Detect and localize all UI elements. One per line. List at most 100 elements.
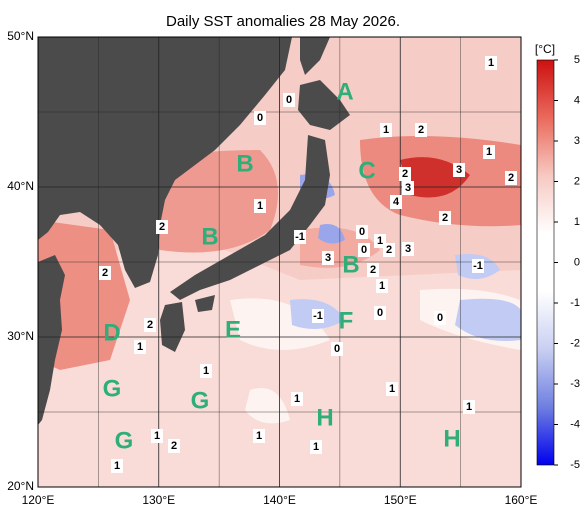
contour-label: 1	[203, 365, 209, 377]
region-label: B	[342, 251, 359, 278]
contour-label: 2	[508, 172, 514, 184]
region-label: C	[358, 157, 375, 184]
region-label: D	[103, 319, 120, 346]
lat-label: 40°N	[7, 179, 34, 193]
contour-label: 1	[383, 124, 389, 136]
contour-label: 2	[418, 124, 424, 136]
contour-label-bg	[483, 145, 495, 159]
contour-label-bg	[356, 225, 368, 239]
contour-label: -1	[295, 231, 305, 243]
contour-label-bg	[331, 342, 343, 356]
region-label: E	[225, 316, 241, 343]
lat-label: 20°N	[7, 479, 34, 493]
region-label: H	[316, 404, 333, 431]
contour-label-bg	[383, 243, 395, 257]
lon-label: 120°E	[22, 493, 55, 507]
sst-field	[38, 37, 521, 487]
contour-label: 0	[257, 112, 263, 124]
contour-label: 3	[405, 243, 411, 255]
region-label: B	[201, 223, 218, 250]
contour-label: 3	[325, 252, 331, 264]
contour-label: 1	[389, 383, 395, 395]
colorbar	[536, 59, 555, 466]
contour-label-bg	[434, 311, 446, 325]
contour-label-bg	[402, 181, 414, 195]
contour-label: 0	[361, 244, 367, 256]
contour-label-bg	[254, 199, 266, 213]
colorbar-tick-label: 5	[574, 54, 580, 66]
contour-label: 1	[154, 430, 160, 442]
contour-label-bg	[472, 259, 484, 273]
contour-label-bg	[144, 318, 156, 332]
contour-label: 2	[442, 212, 448, 224]
contour-label-bg	[253, 429, 265, 443]
contour-label: 0	[437, 312, 443, 324]
contour-label: 1	[137, 341, 143, 353]
contour-label-bg	[415, 123, 427, 137]
contour-label: 1	[313, 441, 319, 453]
lat-label: 30°N	[7, 329, 34, 343]
contour-label-bg	[485, 56, 497, 70]
contour-label: 0	[359, 226, 365, 238]
contour-label-bg	[312, 309, 324, 323]
contour-label-bg	[291, 392, 303, 406]
contour-label-bg	[283, 93, 295, 107]
contour-label: 0	[334, 343, 340, 355]
region-label: G	[115, 427, 134, 454]
colorbar-tick-label: -2	[570, 337, 580, 349]
colorbar-tick-label: 0	[574, 256, 580, 268]
colorbar-tick-label: 3	[574, 135, 580, 147]
map-frame	[37, 36, 522, 488]
contour-label-bg	[402, 242, 414, 256]
region-label: A	[336, 78, 353, 105]
colorbar-unit: [°C]	[535, 42, 555, 56]
contour-label-bg	[374, 306, 386, 320]
contour-label-bg	[254, 111, 266, 125]
contour-label: 1	[466, 401, 472, 413]
contour-label-bg	[439, 211, 451, 225]
contour-label: 2	[370, 264, 376, 276]
contour-label-bg	[156, 220, 168, 234]
contour-label: 2	[102, 267, 108, 279]
lat-label: 50°N	[7, 29, 34, 43]
contour-label-bg	[399, 167, 411, 181]
colorbar-tick-label: -4	[570, 418, 580, 430]
contour-label: 2	[386, 244, 392, 256]
land-honshu	[170, 135, 330, 300]
title: Daily SST anomalies 28 May 2026.	[166, 13, 400, 30]
contour-label: 1	[486, 146, 492, 158]
contour-label: 1	[488, 57, 494, 69]
contour-label: 3	[456, 164, 462, 176]
contour-label-bg	[134, 340, 146, 354]
land-kyushu-shikoku	[160, 295, 215, 352]
contour-label: 2	[159, 221, 165, 233]
region-label: F	[339, 307, 354, 334]
land-china	[38, 255, 65, 425]
contour-label-bg	[376, 279, 388, 293]
contour-label-bg	[99, 266, 111, 280]
contour-label: 2	[402, 168, 408, 180]
contour-label-bg	[322, 251, 334, 265]
land-sakhalin	[300, 37, 330, 75]
contour-label: 2	[171, 440, 177, 452]
region-label: B	[236, 150, 253, 177]
colorbar-tick-label: -3	[570, 378, 580, 390]
colorbar-tick-label: -5	[570, 459, 580, 471]
colorbar-tick-label: 4	[574, 94, 580, 106]
contour-label-bg	[367, 263, 379, 277]
colorbar-tick-label: -1	[570, 297, 580, 309]
contour-label: 1	[257, 200, 263, 212]
contour-label-bg	[453, 163, 465, 177]
contour-label: 2	[147, 319, 153, 331]
contour-label-bg	[111, 459, 123, 473]
lon-label: 160°E	[505, 493, 538, 507]
contour-label-bg	[200, 364, 212, 378]
land-asia	[38, 37, 292, 288]
contour-label-bg	[390, 195, 402, 209]
contour-label: -1	[473, 260, 483, 272]
contour-label: 1	[114, 460, 120, 472]
contour-label: 3	[405, 182, 411, 194]
contour-label: 4	[393, 196, 400, 208]
region-label: H	[443, 425, 460, 452]
contour-label-bg	[151, 429, 163, 443]
